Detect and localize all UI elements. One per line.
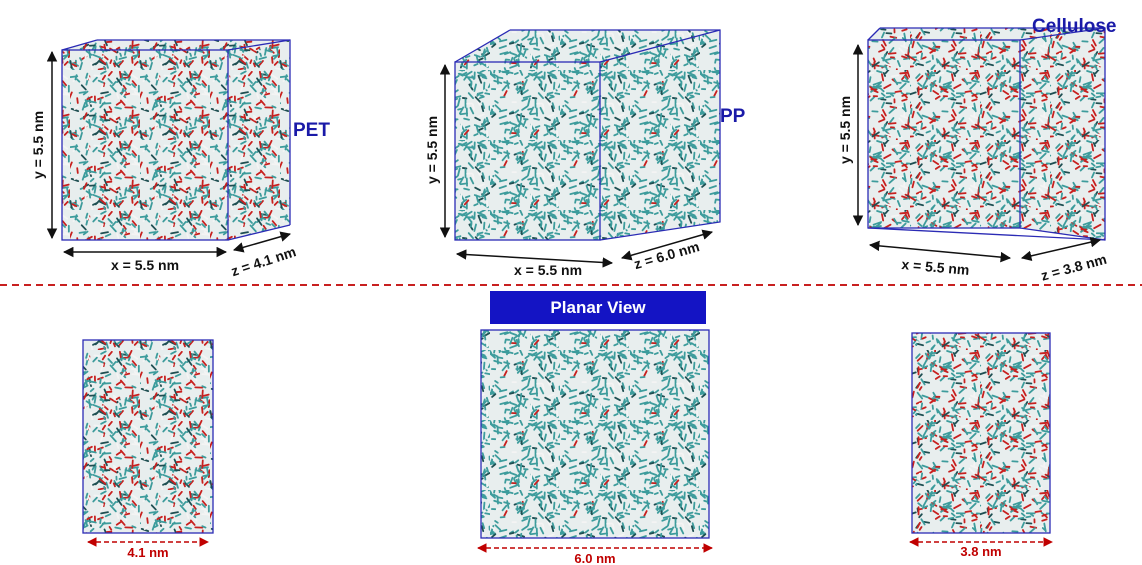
z-dimension: z = 3.8 nm — [1039, 251, 1108, 284]
pp-planar: 6.0 nm — [478, 330, 712, 565]
x-dimension: x = 5.5 nm — [901, 256, 970, 278]
y-dimension: y = 5.5 nm — [837, 96, 853, 164]
width-label: 6.0 nm — [574, 551, 615, 565]
pp-box: y = 5.5 nm x = 5.5 nm z = 6.0 nm PP — [424, 30, 746, 278]
x-dimension: x = 5.5 nm — [111, 257, 179, 273]
cellulose-box: y = 5.5 nm x = 5.5 nm z = 3.8 nm Cellulo… — [837, 16, 1116, 284]
figure: y = 5.5 nm x = 5.5 nm z = 4.1 nm PET y =… — [0, 0, 1142, 565]
y-dimension: y = 5.5 nm — [30, 111, 46, 179]
pet-box: y = 5.5 nm x = 5.5 nm z = 4.1 nm PET — [30, 40, 330, 279]
width-label: 3.8 nm — [960, 544, 1001, 559]
pet-planar: 4.1 nm — [83, 340, 213, 560]
material-label: PP — [720, 106, 746, 127]
cellulose-planar: 3.8 nm — [910, 333, 1052, 559]
x-dimension: x = 5.5 nm — [514, 262, 582, 278]
material-label: PET — [293, 120, 330, 141]
y-dimension: y = 5.5 nm — [424, 116, 440, 184]
material-label: Cellulose — [1032, 16, 1116, 37]
z-dimension: z = 6.0 nm — [632, 238, 701, 272]
planar-view-label: Planar View — [550, 298, 646, 317]
width-label: 4.1 nm — [127, 545, 168, 560]
